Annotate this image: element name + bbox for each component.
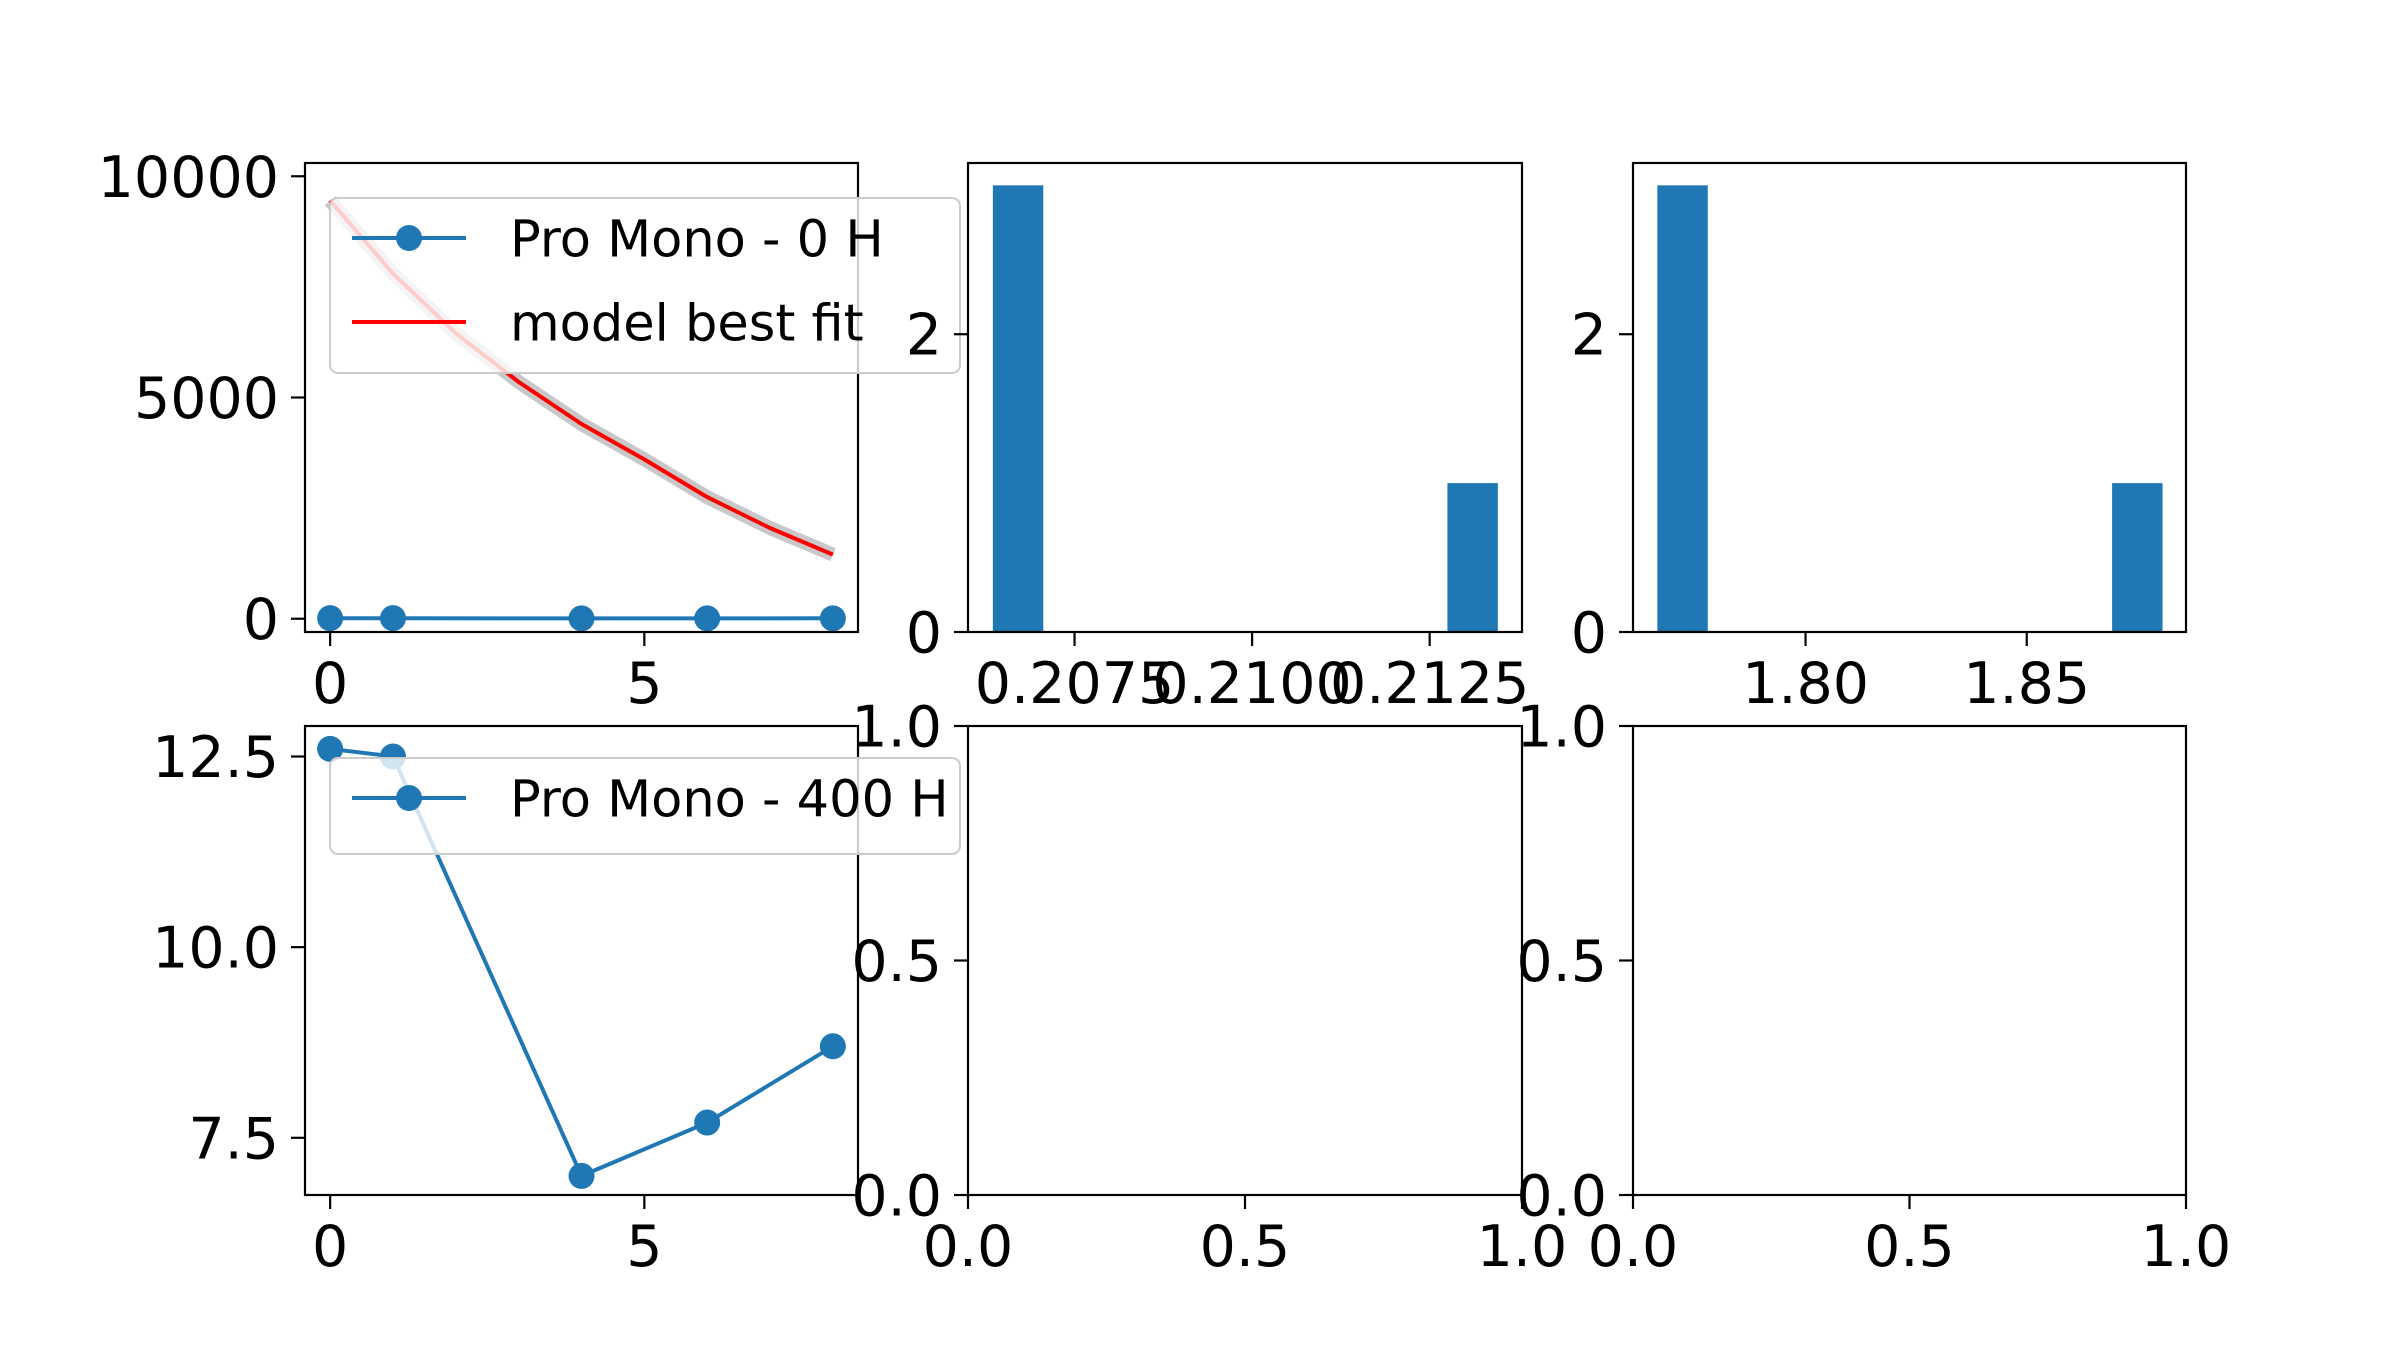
data-point-4 [694, 1109, 721, 1136]
y-tick-label: 10000 [98, 145, 279, 211]
axes-frame [1631, 161, 2188, 634]
histogram-bar-1 [1657, 185, 1708, 632]
subplot-p00: 0 5 0 5000 10000 Pro Mono - 0 H model best fi… [98, 145, 961, 717]
legend-handle-marker [396, 785, 422, 811]
legend-entry-model-best-fit: model best fit [352, 294, 864, 353]
y-tick-label: 0 [243, 587, 279, 653]
histogram-bar-1 [992, 185, 1044, 632]
subplot-p10: 0 5 7.5 10.0 12.5 Pro Mono - 400 H [152, 724, 961, 1280]
y-tick-label: 7.5 [188, 1106, 279, 1172]
y-tick-label: 0.5 [1516, 929, 1607, 995]
plot-area [1657, 185, 2163, 632]
x-tick-label: 1.80 [1742, 651, 1869, 717]
legend: Pro Mono - 0 H model best fit [329, 197, 961, 374]
legend-entry-pro-mono-400-h: Pro Mono - 400 H [352, 770, 949, 829]
legend-label: Pro Mono - 400 H [510, 770, 949, 829]
legend-handle-marker [396, 225, 422, 251]
x-tick-label: 0.2100 [1152, 651, 1351, 717]
data-point-4 [694, 605, 721, 632]
x-tick-label: 5 [626, 1214, 662, 1280]
legend-entry-pro-mono-0-h: Pro Mono - 0 H [352, 210, 884, 269]
y-tick-label: 10.0 [152, 916, 279, 982]
axes-frame [1631, 724, 2188, 1197]
x-tick-label: 0.5 [1200, 1214, 1291, 1280]
legend-label: Pro Mono - 0 H [510, 210, 884, 269]
x-tick-label: 0.0 [1588, 1214, 1679, 1280]
x-tick-label: 1.85 [1963, 651, 2090, 717]
x-tick-label: 0.2075 [975, 651, 1174, 717]
x-tick-label: 1.0 [2141, 1214, 2232, 1280]
plot-area [992, 185, 1498, 632]
y-tick-label: 1.0 [851, 695, 942, 761]
y-tick-label: 5000 [134, 366, 279, 432]
axes-frame [303, 724, 860, 1197]
y-tick-label: 12.5 [152, 725, 279, 791]
x-tick-label: 0 [312, 1214, 348, 1280]
x-tick-label: 1.0 [1477, 1214, 1568, 1280]
data-point-3 [568, 1162, 595, 1189]
legend-frame [329, 757, 961, 855]
histogram-bar-2 [1447, 483, 1498, 632]
y-tick-label: 2 [906, 303, 942, 369]
y-tick-label: 0.5 [851, 929, 942, 995]
data-point-5 [819, 1033, 846, 1060]
subplot-p12: 0.0 0.5 1.0 0.0 0.5 1.0 [1516, 695, 2231, 1281]
y-tick-label: 0 [1571, 601, 1607, 667]
y-tick-label: 2 [1571, 303, 1607, 369]
y-tick-label: 0.0 [1516, 1164, 1607, 1230]
data-point-3 [568, 605, 595, 632]
x-tick-label: 0.0 [923, 1214, 1014, 1280]
data-point-1 [317, 735, 344, 762]
legend: Pro Mono - 400 H [329, 757, 961, 855]
y-tick-label: 0.0 [851, 1164, 942, 1230]
x-tick-label: 0.5 [1864, 1214, 1955, 1280]
subplot-p11: 0.0 0.5 1.0 0.0 0.5 1.0 [851, 695, 1567, 1281]
data-point-1 [317, 605, 344, 632]
legend-label: model best fit [510, 294, 864, 353]
subplot-p02: 1.80 1.85 0 2 [1571, 161, 2188, 717]
x-tick-label: 0.2125 [1330, 651, 1529, 717]
legend-frame [329, 197, 961, 374]
x-tick-label: 0 [312, 651, 348, 717]
data-point-5 [819, 605, 846, 632]
x-tick-label: 5 [626, 651, 662, 717]
axes-frame [966, 161, 1524, 634]
y-tick-label: 1.0 [1516, 695, 1607, 761]
histogram-bar-2 [2112, 483, 2163, 632]
data-point-2 [379, 605, 406, 632]
y-tick-label: 0 [906, 601, 942, 667]
axes-frame [966, 724, 1524, 1197]
